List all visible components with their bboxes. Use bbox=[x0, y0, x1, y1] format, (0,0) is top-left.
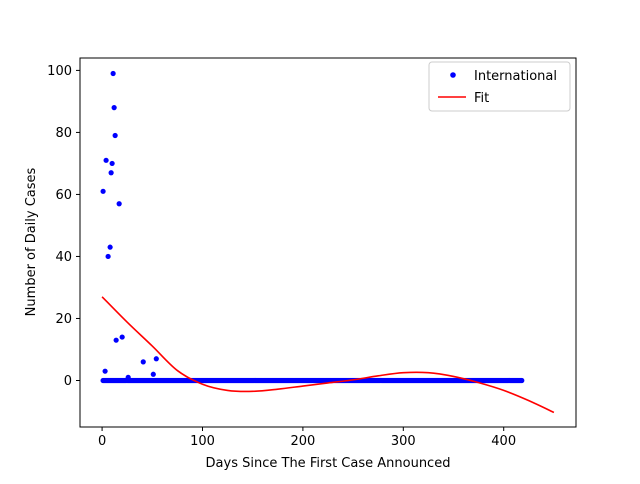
x-axis-label: Days Since The First Case Announced bbox=[206, 456, 451, 471]
scatter-point bbox=[125, 374, 131, 380]
scatter-point bbox=[111, 105, 117, 111]
scatter-point bbox=[153, 356, 159, 362]
scatter-point bbox=[113, 337, 119, 343]
scatter-point bbox=[519, 377, 525, 384]
fit-line bbox=[101, 296, 555, 414]
scatter-point bbox=[110, 70, 116, 77]
scatter-point bbox=[105, 253, 111, 260]
x-tick-label: 200 bbox=[290, 434, 315, 449]
x-tick-label: 400 bbox=[491, 434, 516, 449]
legend-label-international: International bbox=[474, 69, 557, 84]
y-tick-label: 60 bbox=[55, 188, 72, 203]
y-axis-label: Number of Daily Cases bbox=[24, 167, 39, 316]
y-tick-label: 0 bbox=[64, 374, 72, 389]
y-tick-label: 100 bbox=[47, 64, 72, 79]
scatter-point bbox=[108, 170, 114, 176]
scatter-point bbox=[119, 334, 125, 340]
y-tick-label: 80 bbox=[55, 126, 72, 141]
legend-label-fit: Fit bbox=[474, 91, 489, 106]
x-tick-label: 300 bbox=[391, 434, 416, 449]
scatter-point bbox=[103, 157, 109, 163]
legend-box bbox=[428, 61, 571, 112]
scatter-point bbox=[100, 188, 106, 194]
x-tick-label: 0 bbox=[98, 434, 106, 449]
legend: International Fit bbox=[428, 61, 571, 112]
plot-frame bbox=[79, 57, 577, 428]
scatter-point bbox=[140, 359, 146, 365]
scatter-point bbox=[150, 371, 156, 377]
scatter-point bbox=[102, 368, 108, 374]
legend-marker-international bbox=[450, 72, 456, 78]
scatter-point bbox=[112, 132, 118, 139]
x-tick-label: 100 bbox=[190, 434, 215, 449]
y-tick-label: 40 bbox=[55, 250, 72, 265]
y-tick-label: 20 bbox=[55, 312, 72, 327]
ticks-layer: 0 100 200 300 400 0 20 40 60 80 100 bbox=[47, 64, 516, 449]
scatter-point bbox=[107, 244, 113, 250]
plot-layer bbox=[100, 70, 555, 414]
scatter-point bbox=[116, 201, 122, 207]
scatter-point bbox=[109, 160, 115, 167]
